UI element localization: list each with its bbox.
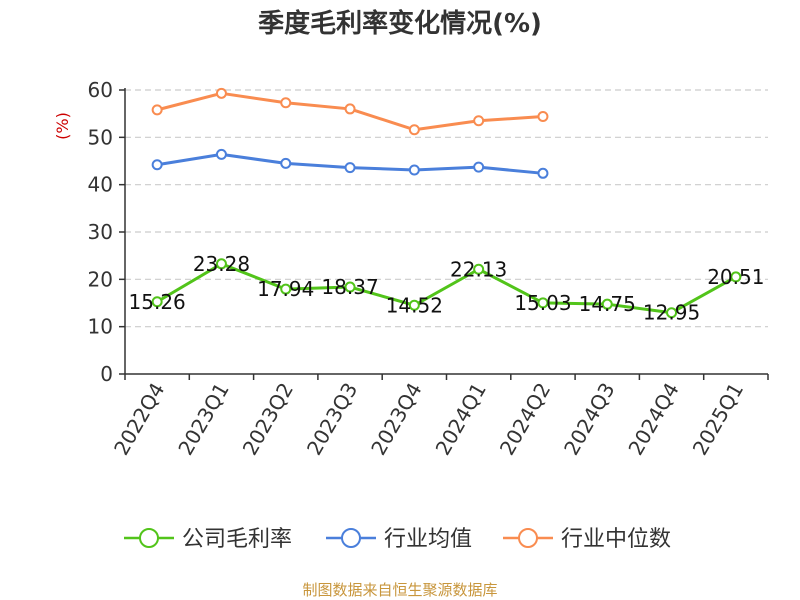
- chart-title: 季度毛利率变化情况(%): [258, 8, 542, 39]
- data-label: 15.26: [129, 290, 186, 314]
- series-lines: [151, 87, 742, 319]
- x-tick-label: 2024Q1: [431, 379, 491, 460]
- x-tick-label: 2024Q2: [495, 379, 555, 460]
- data-point: [344, 162, 356, 174]
- data-point: [730, 271, 742, 283]
- data-labels: 15.26 23.28 17.94 18.37 14.52 22.13 15.03 14.75…: [129, 252, 765, 325]
- x-tick-label: 2024Q4: [623, 379, 683, 460]
- axes: [124, 88, 769, 380]
- legend-item-0: 公司毛利率: [124, 527, 292, 552]
- data-label: 15.03: [514, 291, 571, 315]
- data-point: [408, 124, 420, 136]
- data-point: [215, 148, 227, 160]
- data-point: [280, 97, 292, 109]
- legend-marker: [139, 528, 159, 548]
- x-tick-label: 2024Q3: [559, 379, 619, 460]
- legend: 公司毛利率 行业均值 行业中位数: [124, 527, 671, 552]
- legend-marker: [518, 528, 538, 548]
- x-tick-label: 2025Q1: [688, 379, 748, 460]
- data-point: [601, 298, 613, 310]
- data-point: [280, 283, 292, 295]
- data-point: [280, 157, 292, 169]
- legend-label: 公司毛利率: [182, 527, 292, 552]
- data-point: [537, 111, 549, 123]
- y-tick-label: 0: [100, 362, 113, 386]
- data-point: [344, 281, 356, 293]
- source-note: 制图数据来自恒生聚源数据库: [302, 581, 497, 599]
- data-point: [473, 161, 485, 173]
- data-point: [215, 258, 227, 270]
- data-point: [537, 297, 549, 309]
- data-label: 20.51: [707, 265, 764, 289]
- y-tick-label: 20: [88, 267, 113, 291]
- x-tick-labels: 2022Q4 2023Q1 2023Q2 2023Q3 2023Q4 2024Q1 2024…: [109, 379, 748, 460]
- x-tick-label: 2023Q1: [173, 379, 233, 460]
- legend-label: 行业中位数: [561, 527, 671, 552]
- data-label: 17.94: [257, 277, 314, 301]
- data-point: [537, 167, 549, 179]
- y-tick-label: 40: [88, 173, 113, 197]
- data-label: 22.13: [450, 257, 507, 281]
- data-point: [344, 103, 356, 115]
- data-point: [215, 87, 227, 99]
- data-point: [666, 307, 678, 319]
- y-tick-label: 50: [88, 125, 113, 149]
- data-label: 12.95: [643, 301, 700, 325]
- x-tick-label: 2022Q4: [109, 379, 169, 460]
- data-point: [408, 164, 420, 176]
- series-line-0: [156, 262, 737, 315]
- data-point: [473, 115, 485, 127]
- legend-item-1: 行业均值: [326, 527, 472, 552]
- x-tick-label: 2023Q2: [238, 379, 298, 460]
- y-tick-labels: 0 10 20 30 40 50 60: [88, 78, 113, 386]
- y-tick-label: 60: [88, 78, 113, 102]
- data-point: [151, 296, 163, 308]
- y-axis-unit-label: (%): [53, 112, 72, 140]
- data-point: [151, 104, 163, 116]
- legend-item-2: 行业中位数: [503, 527, 671, 552]
- data-point: [473, 263, 485, 275]
- data-label: 18.37: [321, 275, 378, 299]
- x-tick-label: 2023Q4: [366, 379, 426, 460]
- legend-marker: [341, 528, 361, 548]
- data-label: 14.75: [579, 292, 636, 316]
- y-tick-label: 10: [88, 315, 113, 339]
- data-point: [408, 299, 420, 311]
- grid-lines: [119, 89, 768, 375]
- x-tick-label: 2023Q3: [302, 379, 362, 460]
- data-label: 14.52: [386, 293, 443, 317]
- data-point: [151, 159, 163, 171]
- legend-label: 行业均值: [384, 527, 472, 552]
- data-label: 23.28: [193, 252, 250, 276]
- y-tick-label: 30: [88, 220, 113, 244]
